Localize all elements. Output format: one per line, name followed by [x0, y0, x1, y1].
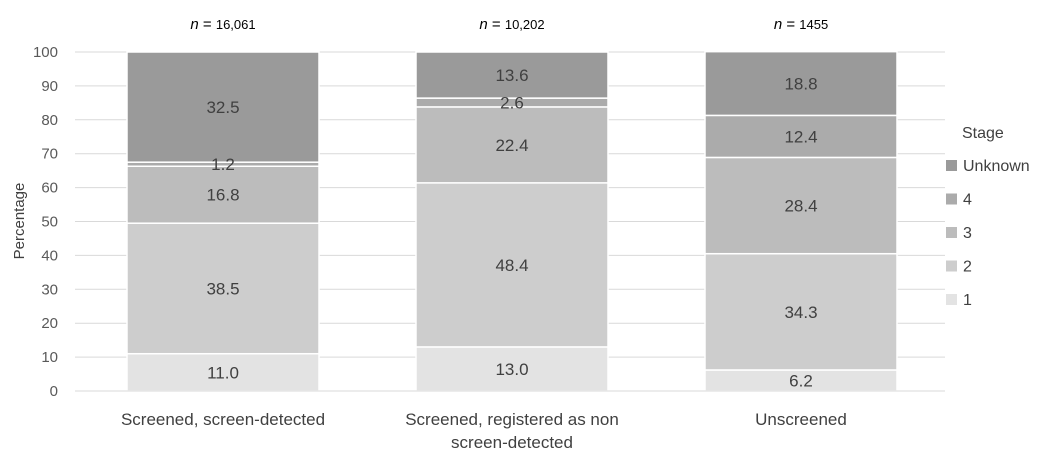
- legend-swatch-2: [946, 260, 957, 272]
- data-label: 32.5: [206, 98, 239, 117]
- data-label: 38.5: [206, 279, 239, 298]
- n-equals: =: [488, 16, 505, 33]
- legend-label: Unknown: [963, 158, 1030, 175]
- sample-size-label: n = 16,061: [190, 16, 255, 33]
- y-tick-label: 20: [41, 315, 58, 332]
- legend: Stage Unknown 4 3 2 1: [946, 125, 1030, 309]
- x-category-label: Screened, registered as non: [405, 410, 619, 429]
- y-tick-label: 10: [41, 349, 58, 366]
- x-axis: Screened, screen-detected Screened, regis…: [75, 390, 945, 452]
- y-tick-label: 60: [41, 180, 58, 197]
- data-label: 18.8: [784, 75, 817, 94]
- y-tick-label: 30: [41, 281, 58, 298]
- legend-label: 1: [963, 292, 972, 309]
- data-label: 48.4: [495, 256, 528, 275]
- bars: [126, 50, 898, 392]
- n-symbol: n: [190, 16, 198, 33]
- n-symbol: n: [479, 16, 487, 33]
- data-label: 6.2: [789, 371, 813, 390]
- y-tick-label: 90: [41, 78, 58, 95]
- bar-segment-unknown: [704, 50, 898, 117]
- y-tick-label: 40: [41, 247, 58, 264]
- legend-label: 2: [963, 259, 972, 276]
- data-label: 16.8: [206, 186, 239, 205]
- legend-swatch-unknown: [946, 160, 957, 171]
- legend-swatch-3: [946, 227, 957, 238]
- y-axis-title: Percentage: [11, 183, 28, 260]
- data-label: 28.4: [784, 197, 817, 216]
- data-labels: 11.0 38.5 16.8 1.2 32.5 13.0 48.4 22.4 2.6 13.6 6.…: [206, 66, 817, 390]
- data-label: 22.4: [495, 136, 528, 155]
- x-category-label: Unscreened: [755, 410, 847, 429]
- data-label: 1.2: [211, 155, 235, 174]
- n-value: 1455: [799, 17, 828, 32]
- legend-label: 3: [963, 225, 972, 242]
- bar-segment-2: [415, 182, 609, 348]
- bar-segment-1: [415, 346, 609, 392]
- x-category-label: Screened, screen-detected: [121, 410, 325, 429]
- y-tick-label: 70: [41, 146, 58, 163]
- bar-segment-4: [704, 114, 898, 159]
- sample-size-label: n = 1455: [774, 16, 828, 33]
- legend-swatch-4: [946, 193, 957, 205]
- n-value: 16,061: [216, 17, 256, 32]
- data-label: 12.4: [784, 127, 817, 146]
- data-label: 11.0: [207, 363, 239, 382]
- legend-swatch-1: [946, 294, 957, 305]
- bar-segment-1: [126, 352, 320, 392]
- bar-segment-3: [126, 165, 320, 224]
- bar-segment-unknown: [415, 51, 609, 99]
- n-value: 10,202: [505, 17, 545, 32]
- data-label: 34.3: [784, 303, 817, 322]
- bar-segment-2: [704, 252, 898, 371]
- data-label: 13.0: [495, 360, 528, 379]
- y-tick-label: 50: [41, 214, 58, 231]
- bar-segment-2: [126, 222, 320, 355]
- legend-title: Stage: [962, 125, 1004, 142]
- legend-label: 4: [963, 192, 972, 209]
- x-category-label: screen-detected: [451, 433, 573, 452]
- bar-segment-3: [415, 106, 609, 184]
- bar-segment-unknown: [126, 51, 320, 163]
- data-label: 2.6: [500, 94, 524, 113]
- y-tick-label: 100: [33, 44, 58, 61]
- y-axis: 0 10 20 30 40 50 60 70 80 90 100: [33, 44, 58, 400]
- sample-size-labels: n = 16,061 n = 10,202 n = 1455: [190, 16, 828, 33]
- y-tick-label: 80: [41, 112, 58, 129]
- sample-size-label: n = 10,202: [479, 16, 544, 33]
- y-tick-label: 0: [50, 383, 58, 400]
- data-label: 13.6: [495, 66, 528, 85]
- n-equals: =: [782, 16, 799, 33]
- n-symbol: n: [774, 16, 782, 33]
- n-equals: =: [199, 16, 216, 33]
